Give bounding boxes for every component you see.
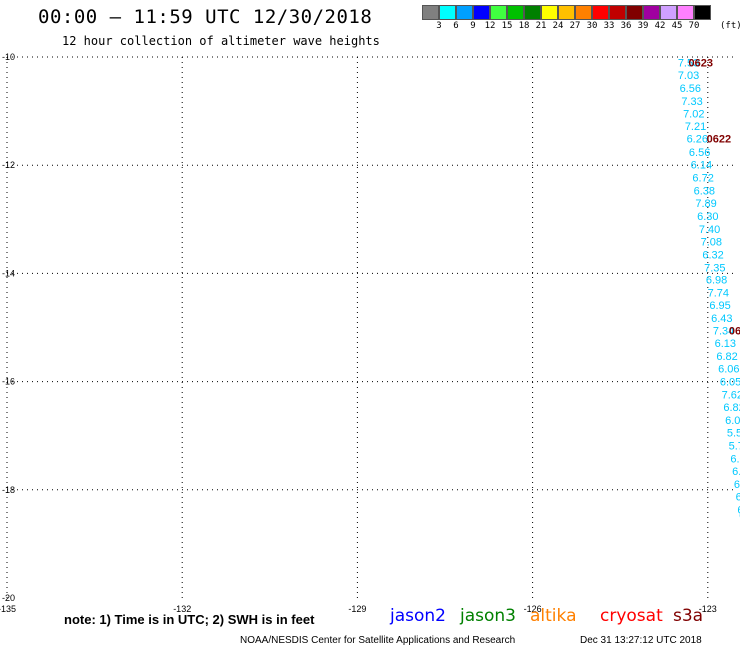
- longitude-tick-label: -123: [699, 604, 717, 614]
- wave-height-label: 7.62: [722, 390, 740, 402]
- colorbar-swatch: [439, 5, 456, 20]
- colorbar-swatch: [541, 5, 558, 20]
- satellite-altika: altika: [530, 606, 577, 626]
- footer-credit: NOAA/NESDIS Center for Satellite Applica…: [240, 635, 516, 646]
- colorbar-label: 36: [620, 21, 632, 31]
- wave-height-label: 6.63: [732, 466, 740, 478]
- wave-height-label: 5.59: [727, 427, 740, 439]
- wave-height-label: 6.56: [689, 147, 710, 159]
- colorbar-label: 12: [484, 21, 496, 31]
- colorbar-label: 18: [518, 21, 530, 31]
- legend-note: note: 1) Time is in UTC; 2) SWH is in fe…: [64, 612, 315, 627]
- map-title: 00:00 – 11:59 UTC 12/30/2018: [38, 6, 373, 28]
- colorbar-swatch: [592, 5, 609, 20]
- colorbar-swatch: [558, 5, 575, 20]
- wave-height-label: 6.32: [702, 249, 723, 261]
- wave-height-label: 7.03: [678, 70, 699, 82]
- colorbar-swatch: [456, 5, 473, 20]
- colorbar-label: 33: [603, 21, 615, 31]
- colorbar-swatch: [507, 5, 524, 20]
- wave-height-label: 6.01: [730, 453, 740, 465]
- colorbar-label: 24: [552, 21, 564, 31]
- wave-height-label: 6.26: [687, 134, 708, 146]
- wave-height-label: 6.56: [680, 83, 701, 95]
- wave-height-label: 5.75: [729, 440, 740, 452]
- wave-height-label: 6.05: [720, 377, 740, 389]
- wave-height-label: 6.82: [723, 402, 740, 414]
- wave-height-label: 6.30: [697, 211, 718, 223]
- latitude-tick-label: -14: [2, 268, 15, 278]
- colorbar-label: 15: [501, 21, 513, 31]
- wave-height-label: 7.89: [695, 198, 716, 210]
- colorbar-swatch: [422, 5, 439, 20]
- wave-height-label: 7.34: [713, 326, 734, 338]
- colorbar-unit: (ft): [720, 21, 740, 31]
- colorbar-label: 70: [688, 21, 700, 31]
- wave-height-label: 6.98: [734, 479, 740, 491]
- wave-height-label: 7.33: [681, 96, 702, 108]
- longitude-tick-label: -132: [173, 604, 191, 614]
- latitude-tick-label: -10: [2, 52, 15, 62]
- wave-height-label: 6.43: [711, 313, 732, 325]
- latitude-tick-label: -16: [2, 377, 15, 387]
- colorbar-swatch: [609, 5, 626, 20]
- wave-height-label: 7.02: [683, 108, 704, 120]
- colorbar-label: 9: [470, 21, 476, 31]
- colorbar-swatch: [694, 5, 711, 20]
- colorbar-swatch: [643, 5, 660, 20]
- colorbar-label: 39: [637, 21, 649, 31]
- wave-height-label: 6.13: [715, 338, 736, 350]
- satellite-jason2: jason2: [390, 606, 446, 626]
- colorbar-label: 27: [569, 21, 581, 31]
- colorbar-swatch: [660, 5, 677, 20]
- colorbar-label: 21: [535, 21, 547, 31]
- wave-height-label: 7.53: [678, 57, 699, 69]
- colorbar-swatch: [524, 5, 541, 20]
- latitude-tick-label: -12: [2, 160, 15, 170]
- pass-time-label: 0621: [729, 326, 740, 338]
- wave-height-label: 6.04: [725, 415, 740, 427]
- colorbar-swatch: [626, 5, 643, 20]
- wave-height-label: 6.72: [692, 173, 713, 185]
- longitude-tick-label: -129: [348, 604, 366, 614]
- colorbar-swatch: [575, 5, 592, 20]
- colorbar-swatch: [490, 5, 507, 20]
- longitude-tick-label: -135: [0, 604, 16, 614]
- wave-height-label: 7.08: [701, 236, 722, 248]
- footer-timestamp: Dec 31 13:27:12 UTC 2018: [580, 635, 702, 646]
- satellite-jason3: jason3: [460, 606, 516, 626]
- wave-height-label: 6.82: [716, 351, 737, 363]
- colorbar-swatch: [677, 5, 694, 20]
- latitude-tick-label: -20: [2, 593, 15, 603]
- wave-height-label: 6.38: [694, 186, 715, 198]
- colorbar-label: 6: [453, 21, 459, 31]
- wave-height-label: 7.74: [708, 287, 729, 299]
- pass-time-label: 0623: [689, 57, 713, 69]
- wave-height-label: 6.14: [691, 160, 712, 172]
- colorbar-label: 45: [671, 21, 683, 31]
- colorbar-label: 3: [436, 21, 442, 31]
- wave-height-label: 6.06: [718, 364, 739, 376]
- wave-height-label: 7.21: [685, 121, 706, 133]
- wave-height-label: 6.98: [706, 274, 727, 286]
- colorbar-label: 42: [654, 21, 666, 31]
- latitude-tick-label: -18: [2, 485, 15, 495]
- wave-height-label: 6.95: [709, 300, 730, 312]
- colorbar-swatch: [473, 5, 490, 20]
- wave-height-label: 6.41: [736, 491, 740, 503]
- wave-height-label: 6.47: [737, 504, 740, 516]
- wave-height-label: 7.35: [704, 262, 725, 274]
- satellite-s3a: s3a: [673, 606, 704, 626]
- map-subtitle: 12 hour collection of altimeter wave hei…: [62, 34, 380, 48]
- satellite-cryosat: cryosat: [600, 606, 663, 626]
- pass-time-label: 0622: [707, 134, 731, 146]
- colorbar-label: 30: [586, 21, 598, 31]
- wave-height-label: 7.40: [699, 224, 720, 236]
- wave-height-colorbar: [422, 5, 711, 20]
- longitude-tick-label: -126: [524, 604, 542, 614]
